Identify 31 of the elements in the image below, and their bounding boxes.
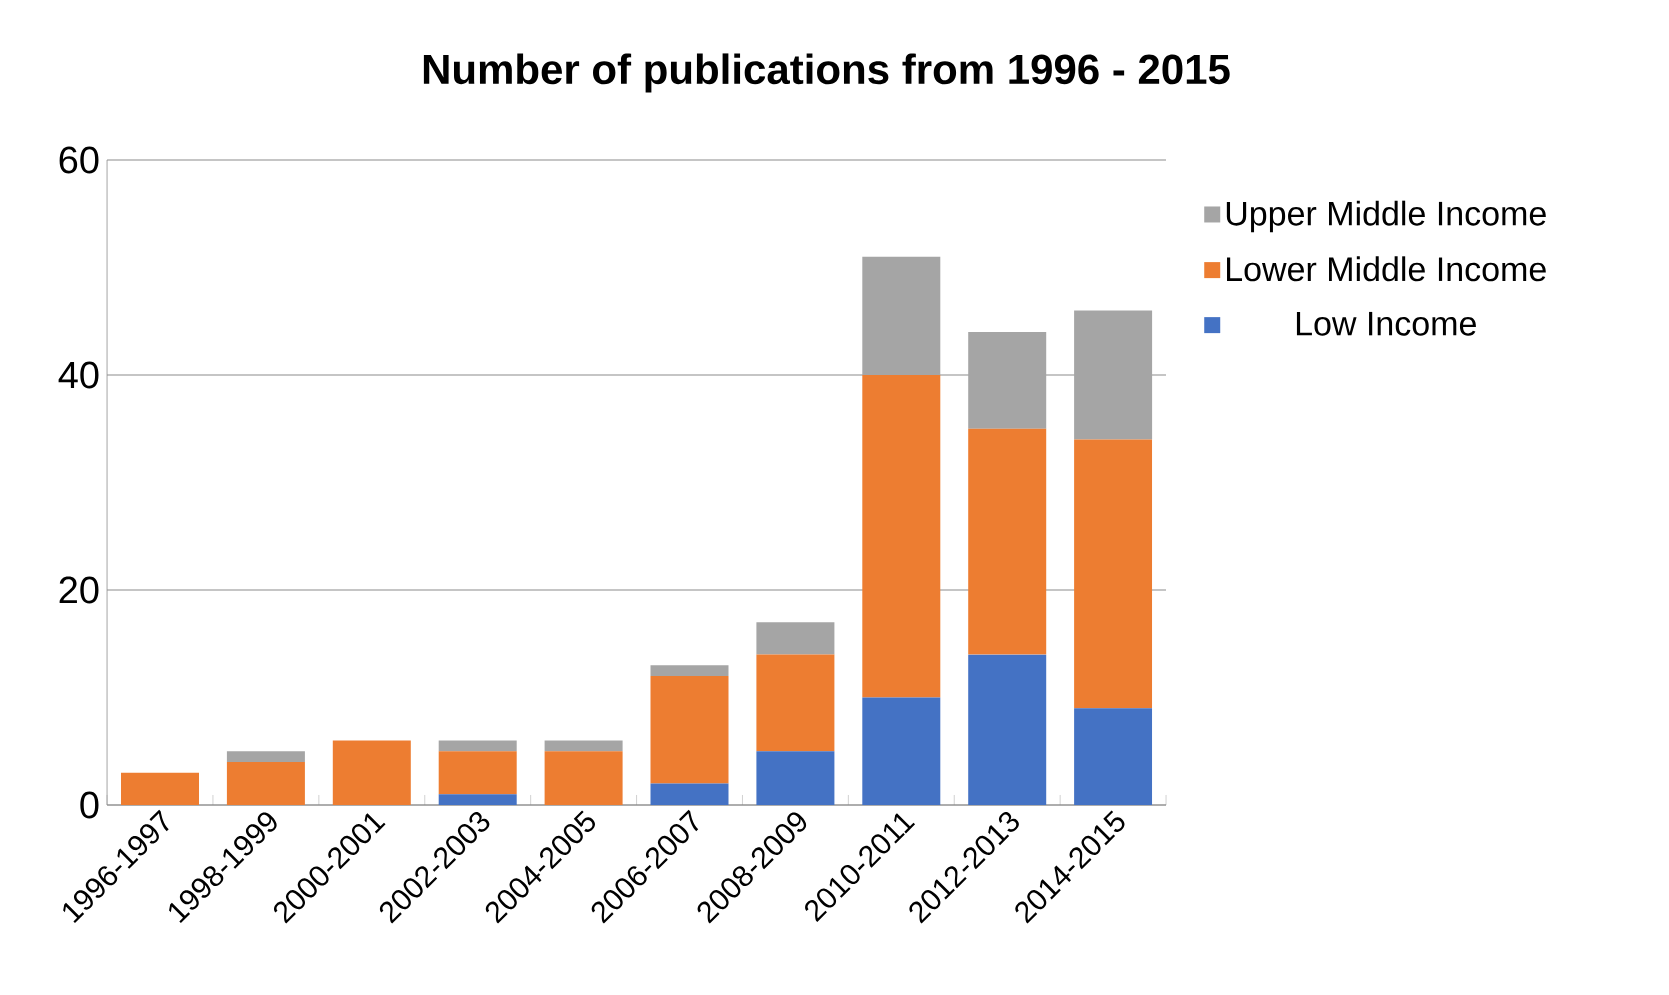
bar xyxy=(968,428,1047,655)
bar xyxy=(756,654,835,752)
bar xyxy=(544,740,623,752)
bar xyxy=(1074,439,1153,709)
bar xyxy=(438,740,517,752)
bar xyxy=(438,794,517,805)
bar xyxy=(756,622,835,655)
bar xyxy=(862,256,941,375)
bar xyxy=(121,772,199,805)
chart-title: Number of publications from 1996 - 2015 xyxy=(423,53,1230,93)
bar xyxy=(1074,708,1153,805)
bar xyxy=(862,375,941,698)
bar xyxy=(226,751,305,762)
bar xyxy=(650,676,729,784)
bar xyxy=(332,740,411,805)
bar xyxy=(226,762,305,805)
legend-label: Low Income xyxy=(1296,311,1476,336)
bar xyxy=(862,697,941,805)
bar xyxy=(438,751,517,795)
bar xyxy=(968,654,1047,805)
bar xyxy=(544,751,623,805)
bar xyxy=(1074,310,1153,440)
bar xyxy=(650,783,729,805)
legend-label: Upper Middle Income xyxy=(1226,200,1546,233)
bar xyxy=(968,332,1047,429)
legend-label: Lower Middle Income xyxy=(1227,256,1546,282)
bar xyxy=(650,665,729,676)
y-tick-label: 20 xyxy=(59,576,99,604)
bar xyxy=(756,751,835,805)
y-tick-label: 60 xyxy=(59,146,99,174)
y-tick-label: 40 xyxy=(58,361,99,389)
